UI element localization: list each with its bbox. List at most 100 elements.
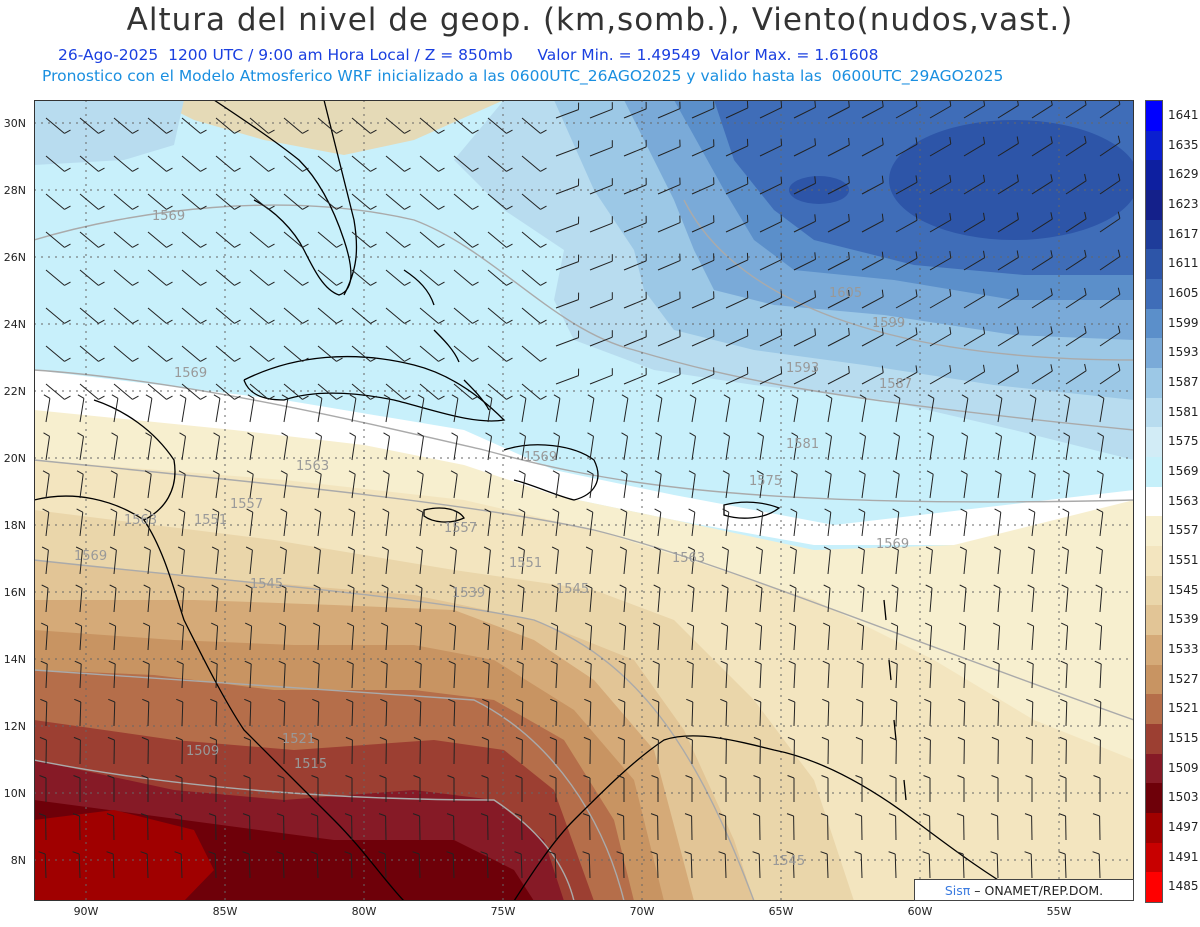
wind-barb xyxy=(589,298,613,309)
wind-barb-flag xyxy=(132,281,139,286)
wind-barb xyxy=(589,336,613,347)
wind-barb xyxy=(963,371,985,385)
wind-barb xyxy=(929,257,952,271)
wind-barb-flag xyxy=(586,508,594,513)
wind-barb-flag xyxy=(548,851,556,855)
wind-barb xyxy=(147,269,167,286)
wind-barb-flag xyxy=(448,660,456,665)
wind-barb-flag xyxy=(449,546,457,551)
wind-barb xyxy=(521,436,526,461)
wind-barb xyxy=(79,117,99,134)
wind-barb xyxy=(147,345,167,362)
cuba-coast xyxy=(243,355,506,422)
wind-barb-flag xyxy=(519,394,527,399)
wind-barb-flag xyxy=(925,546,933,551)
wind-barb xyxy=(418,853,421,879)
lon-label: 55W xyxy=(1046,905,1072,918)
wind-barb-flag xyxy=(719,736,727,741)
wind-barb xyxy=(351,701,354,727)
map-title: Altura del nivel de geop. (km,somb.), Vi… xyxy=(126,2,1074,38)
legend-label: 1539 xyxy=(1168,612,1199,627)
wind-barb-flag xyxy=(621,394,629,399)
wind-barb-flag xyxy=(98,357,105,362)
legend-swatch xyxy=(1146,190,1162,221)
wind-barb-flag xyxy=(915,213,918,221)
wind-barb-flag xyxy=(141,736,149,741)
wind-barb-flag xyxy=(857,584,865,589)
wind-barb-flag xyxy=(415,584,423,589)
wind-barb-flag xyxy=(311,736,319,741)
wind-barb-flag xyxy=(108,660,116,665)
wind-barb-flag xyxy=(1117,211,1121,219)
legend-swatch xyxy=(1146,338,1162,369)
wind-barb xyxy=(113,550,117,575)
wind-barb xyxy=(453,231,473,248)
wind-barb-flag xyxy=(1062,508,1070,513)
wind-barb-flag xyxy=(1050,212,1053,220)
wind-barb xyxy=(215,307,235,324)
wind-barb-flag xyxy=(1092,851,1100,855)
wind-barb xyxy=(79,398,85,423)
wind-barb-flag xyxy=(787,775,795,779)
wind-barb-flag xyxy=(825,432,832,437)
wind-barb xyxy=(1099,436,1104,461)
wind-barb xyxy=(385,512,390,537)
wind-barb-flag xyxy=(245,546,253,551)
wind-barb xyxy=(181,155,201,172)
wind-barb-flag xyxy=(280,508,288,513)
wind-barb-flag xyxy=(650,851,658,855)
wind-barb-flag xyxy=(619,546,627,551)
contour-label: 1593 xyxy=(786,361,819,376)
wind-barb-flag xyxy=(722,508,730,513)
wind-barb-flag xyxy=(791,394,799,399)
wind-barb-flag xyxy=(915,365,918,373)
wind-barb xyxy=(623,588,627,613)
wind-barb xyxy=(521,307,541,324)
wind-barb-flag xyxy=(652,660,660,665)
wind-barb xyxy=(487,550,491,575)
wind-barb-flag xyxy=(336,167,343,172)
wind-barb-flag xyxy=(211,546,219,551)
wind-barb-flag xyxy=(1016,364,1019,372)
wind-barb xyxy=(827,296,850,309)
wind-barb-flag xyxy=(1093,775,1101,779)
wind-barb-flag xyxy=(720,660,728,665)
wind-barb-flag xyxy=(281,394,289,399)
wind-barb-flag xyxy=(995,394,1003,399)
wind-barb-flag xyxy=(472,357,479,362)
wind-barb xyxy=(113,626,117,651)
wind-barb xyxy=(657,184,681,195)
footer-credit: Sisπ – ONAMET/REP.DOM. xyxy=(914,879,1134,901)
wind-barb-flag xyxy=(98,205,105,210)
wind-barb-flag xyxy=(268,395,275,400)
wind-barb xyxy=(997,701,1000,727)
wind-barb-flag xyxy=(617,775,625,779)
wind-barb-flag xyxy=(540,205,547,210)
wind-barb xyxy=(1099,370,1121,385)
wind-barb xyxy=(249,231,269,248)
wind-barb xyxy=(827,334,850,347)
legend-label: 1521 xyxy=(1168,701,1199,716)
wind-barb xyxy=(827,474,832,499)
wind-barb-flag xyxy=(472,395,479,400)
wind-barb xyxy=(249,307,269,324)
legend-label: 1497 xyxy=(1168,819,1199,834)
wind-barb-flag xyxy=(949,327,952,335)
wind-barb xyxy=(861,436,866,461)
wind-barb xyxy=(691,221,715,233)
wind-barb xyxy=(793,296,816,309)
wind-barb xyxy=(555,436,560,461)
wind-barb xyxy=(351,550,355,575)
wind-barb xyxy=(725,373,749,385)
wind-barb xyxy=(249,474,254,499)
wind-barb-flag xyxy=(174,813,182,817)
wind-barb-flag xyxy=(994,508,1002,513)
wind-barb xyxy=(147,474,152,499)
wind-barb xyxy=(181,193,201,210)
wind-barb xyxy=(487,474,492,499)
wind-barb xyxy=(623,298,647,309)
wind-barb-flag xyxy=(960,508,968,513)
wind-barb-flag xyxy=(586,470,594,475)
wind-barb-flag xyxy=(370,357,377,362)
legend-swatch xyxy=(1146,486,1162,517)
